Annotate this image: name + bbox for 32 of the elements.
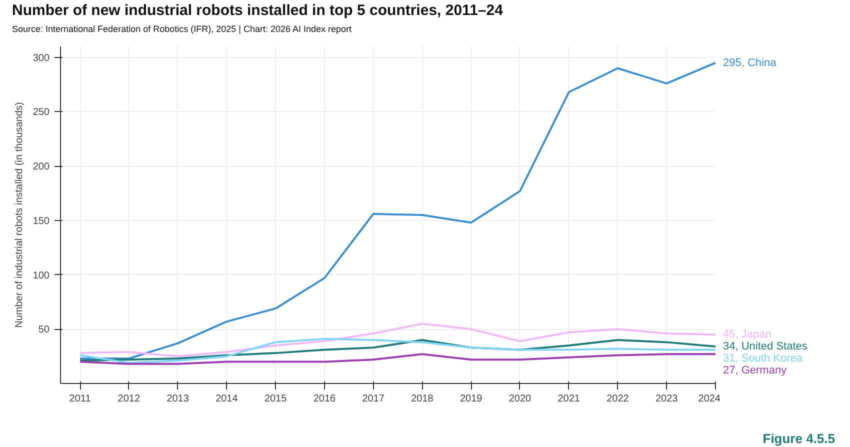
x-tick-label: 2013 xyxy=(166,394,190,405)
y-tick-label: 200 xyxy=(32,162,50,173)
x-tick-label: 2021 xyxy=(558,394,580,405)
x-tick-label: 2012 xyxy=(118,394,140,405)
x-tick-label: 2024 xyxy=(698,394,721,405)
x-tick-label: 2016 xyxy=(313,394,336,405)
text: 295, China xyxy=(723,57,776,70)
x-tick-label: 2020 xyxy=(508,394,532,405)
chart-subtitle: Source: International Federation of Robotics (IFR), 2025 | Chart: 2026 AI Index report xyxy=(12,23,352,36)
y-tick-label: 250 xyxy=(32,107,50,118)
line-series xyxy=(79,353,716,366)
line-series xyxy=(79,322,716,358)
text: 31, South Korea xyxy=(723,352,803,365)
chart-title: Number of new industrial robots installed in top 5 countries, 2011–24 xyxy=(12,2,503,19)
y-tick-label: 100 xyxy=(32,270,50,282)
y-axis-title: Number of industrial robots installed (in thousands) xyxy=(14,102,25,328)
caption: Figure 4.5.5 xyxy=(762,431,835,446)
x-tick-label: 2022 xyxy=(606,394,630,405)
x-tick-label: 2017 xyxy=(362,394,385,405)
line-series xyxy=(79,62,716,360)
x-tick-label: 2018 xyxy=(411,394,434,405)
text: 45, Japan xyxy=(723,328,772,341)
text: 34, United States xyxy=(723,340,808,353)
y-tick-label: 50 xyxy=(38,324,50,336)
x-tick-label: 2014 xyxy=(216,394,238,405)
y-tick-label: 300 xyxy=(32,53,50,64)
y-tick-label: 150 xyxy=(32,216,50,228)
x-tick-label: 2015 xyxy=(264,394,288,405)
x-tick-label: 2011 xyxy=(69,394,92,405)
text: 27, Germany xyxy=(723,364,787,377)
x-tick-label: 2019 xyxy=(460,394,483,405)
x-tick-label: 2023 xyxy=(655,394,678,405)
